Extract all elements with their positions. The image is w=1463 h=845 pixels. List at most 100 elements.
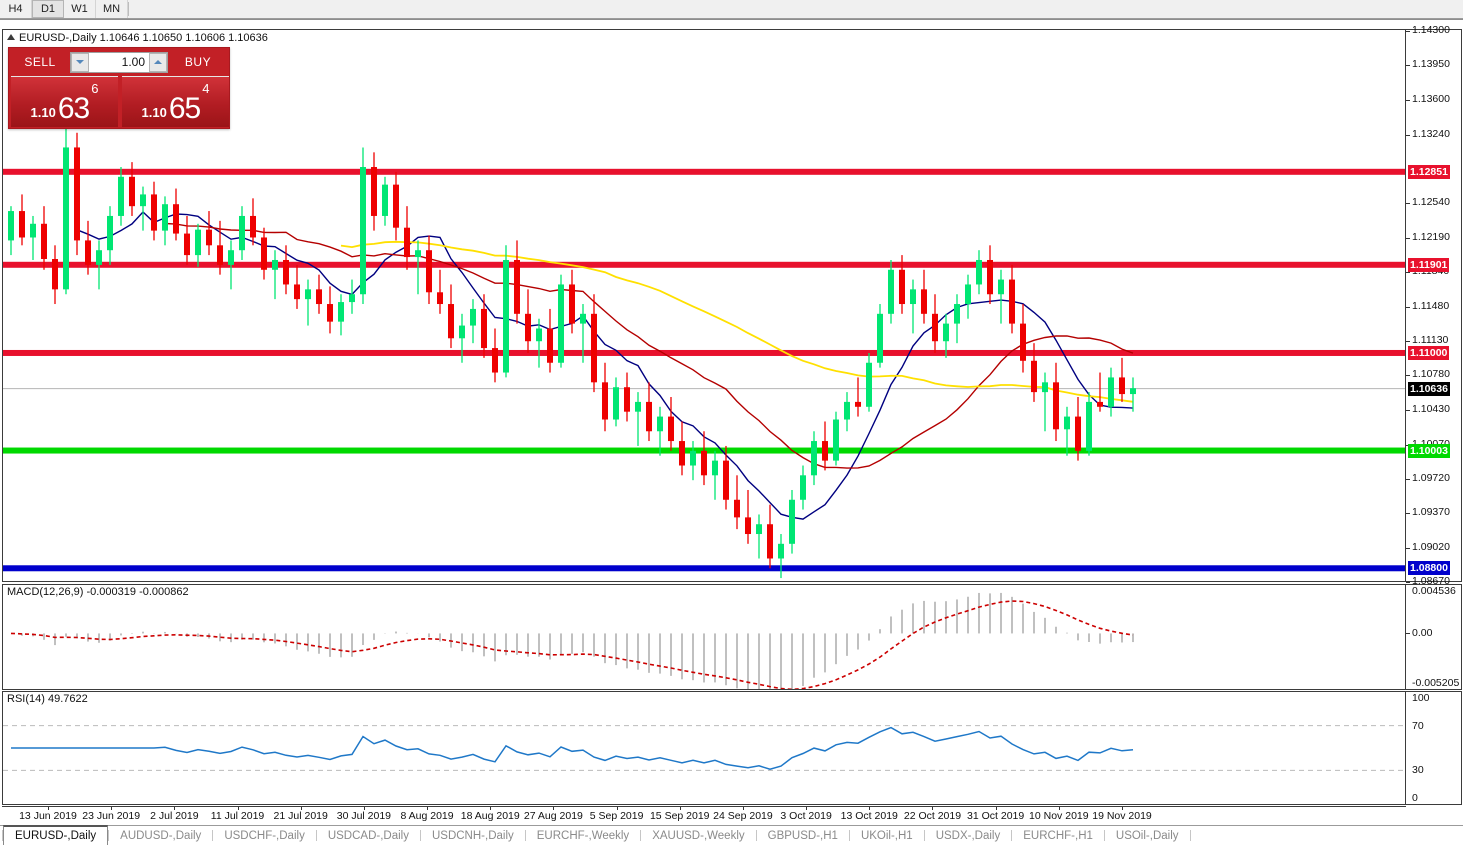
macd-axis-label: 0.004536: [1412, 585, 1456, 597]
symbol-tab-eurusd-daily[interactable]: EURUSD-,Daily: [3, 825, 109, 845]
axis-tick: [1406, 547, 1410, 549]
rsi-axis-label: 100: [1412, 692, 1430, 704]
price-axis-tick-label: 1.10780: [1412, 368, 1450, 381]
current-price-label: 1.10636: [1408, 381, 1450, 396]
timeframe-button-w1[interactable]: W1: [64, 0, 96, 18]
time-axis-tick: [111, 807, 113, 810]
tab-divider: [419, 830, 421, 841]
time-axis-label: 5 Sep 2019: [589, 810, 644, 822]
rsi-pane[interactable]: RSI(14) 49.7622: [2, 691, 1406, 805]
tab-divider: [1103, 830, 1105, 841]
symbol-tab-usdcnh-daily[interactable]: USDCNH-,Daily: [431, 829, 514, 842]
symbol-tab-gbpusd-h1[interactable]: GBPUSD-,H1: [767, 829, 838, 842]
price-axis-tick-label: 1.13240: [1412, 127, 1450, 140]
price-level-label-resistance[interactable]: 1.11901: [1408, 257, 1450, 272]
symbol-tab-usoil-daily[interactable]: USOil-,Daily: [1115, 829, 1179, 842]
axis-tick: [1406, 633, 1410, 635]
macd-pane[interactable]: MACD(12,26,9) -0.000319 -0.000862: [2, 584, 1406, 690]
volume-increment-button[interactable]: [149, 52, 167, 72]
tab-divider: [2, 830, 3, 841]
caret-down-icon: [76, 60, 84, 64]
tab-divider: [1011, 830, 1013, 841]
price-axis-tick-label: 1.13950: [1412, 58, 1450, 71]
rsi-axis-label: 70: [1412, 719, 1424, 732]
timeframe-button-d1[interactable]: D1: [32, 0, 64, 18]
time-axis-tick: [174, 807, 176, 810]
symbol-tab-eurchf-weekly[interactable]: EURCHF-,Weekly: [536, 829, 630, 842]
symbol-tab-audusd-daily[interactable]: AUDUSD-,Daily: [120, 829, 202, 842]
axis-tick: [1406, 479, 1410, 481]
time-axis-tick: [1122, 807, 1123, 810]
tab-divider: [1189, 830, 1191, 841]
price-chart-canvas: [3, 127, 1405, 579]
axis-tick: [1406, 375, 1410, 377]
caret-up-icon: [154, 60, 162, 64]
price-axis-tick-label: 1.11480: [1412, 299, 1450, 312]
tab-divider: [640, 830, 642, 841]
price-level-label-support[interactable]: 1.10003: [1408, 443, 1450, 458]
macd-label: MACD(12,26,9) -0.000319 -0.000862: [7, 586, 189, 598]
time-axis-label: 13 Jun 2019: [19, 810, 77, 822]
price-level-label-support[interactable]: 1.08800: [1408, 561, 1450, 576]
symbol-tab-ukoil-h1[interactable]: UKOil-,H1: [860, 829, 913, 842]
tab-divider: [923, 830, 925, 841]
time-axis-tick: [742, 807, 744, 810]
rsi-label: RSI(14) 49.7622: [7, 693, 88, 705]
rsi-canvas: [3, 725, 1405, 771]
buy-button[interactable]: BUY: [184, 55, 212, 69]
rsi-axis-label: 30: [1412, 764, 1424, 777]
price-axis-tick-label: 1.12190: [1412, 230, 1450, 243]
time-axis-label: 21 Jul 2019: [273, 810, 328, 822]
sell-price-fraction: 6: [91, 81, 99, 96]
volume-input[interactable]: 1.00: [121, 55, 145, 69]
trade-panel-controls: SELL 1.00 BUY: [9, 48, 229, 76]
symbol-tab-eurchf-h1[interactable]: EURCHF-,H1: [1023, 829, 1093, 842]
time-axis-tick: [300, 807, 302, 810]
price-chart-pane[interactable]: EURUSD-,Daily 1.10646 1.10650 1.10606 1.…: [2, 29, 1406, 582]
price-axis-tick-label: 1.09370: [1412, 506, 1450, 519]
price-axis-tick-label: 1.09020: [1412, 540, 1450, 553]
time-axis-label: 31 Oct 2019: [967, 810, 1025, 822]
price-axis-tick-label: 1.09720: [1412, 472, 1450, 485]
symbol-tab-bar: EURUSD-,Daily AUDUSD-,Daily USDCHF-,Daily U…: [0, 825, 1463, 845]
macd-axis: 0.004536 0.00 -0.005205: [1406, 584, 1462, 690]
tab-divider: [755, 830, 757, 841]
axis-tick: [1406, 203, 1410, 205]
time-axis-tick: [553, 807, 555, 810]
sell-price-quote[interactable]: 1.10 63 6: [11, 76, 118, 127]
volume-stepper[interactable]: 1.00: [70, 51, 168, 73]
time-axis-label: 15 Sep 2019: [649, 810, 710, 822]
tab-divider: [315, 830, 317, 841]
volume-decrement-button[interactable]: [71, 52, 89, 72]
quote-prices: 1.10 63 6 1.10 65 4: [9, 76, 231, 129]
timeframe-button-h4[interactable]: H4: [0, 0, 32, 18]
buy-price-fraction: 4: [202, 81, 210, 96]
one-click-trading-panel[interactable]: SELL 1.00 BUY 1.10 63 6 1.10: [8, 47, 230, 129]
axis-tick: [1406, 409, 1410, 411]
symbol-tab-usdcad-daily[interactable]: USDCAD-,Daily: [327, 829, 409, 842]
symbol-tab-usdx-daily[interactable]: USDX-,Daily: [935, 829, 1001, 842]
timeframe-toolbar: H4 D1 W1 MN: [0, 0, 1463, 19]
price-axis[interactable]: 1.14300 1.13950 1.13600 1.13240 1.12540 1.121…: [1406, 24, 1462, 587]
chart-symbol-ohlc-text: EURUSD-,Daily 1.10646 1.10650 1.10606 1.…: [19, 32, 268, 44]
time-axis-tick: [237, 807, 239, 810]
time-axis-tick: [679, 807, 681, 810]
tab-divider: [212, 830, 214, 841]
rsi-axis: 100 70 30 0: [1406, 691, 1462, 805]
axis-tick: [1406, 513, 1410, 515]
time-axis-label: 3 Oct 2019: [780, 810, 832, 822]
symbol-tab-xauusd-weekly[interactable]: XAUUSD-,Weekly: [652, 829, 745, 842]
price-level-label-resistance[interactable]: 1.11000: [1408, 345, 1450, 360]
price-level-label-resistance[interactable]: 1.12851: [1408, 164, 1450, 179]
time-axis-tick: [1058, 807, 1060, 810]
sell-button[interactable]: SELL: [24, 55, 56, 69]
axis-tick: [1406, 341, 1410, 343]
time-axis-tick: [490, 807, 492, 810]
price-axis-tick-label: 1.11130: [1412, 334, 1449, 347]
chart-symbol-header: EURUSD-,Daily 1.10646 1.10650 1.10606 1.…: [7, 32, 268, 44]
symbol-tab-usdchf-daily[interactable]: USDCHF-,Daily: [224, 829, 305, 842]
time-axis-label: 27 Aug 2019: [523, 810, 583, 822]
timeframe-button-mn[interactable]: MN: [96, 0, 128, 18]
time-axis-tick: [363, 807, 365, 810]
buy-price-quote[interactable]: 1.10 65 4: [122, 76, 229, 127]
